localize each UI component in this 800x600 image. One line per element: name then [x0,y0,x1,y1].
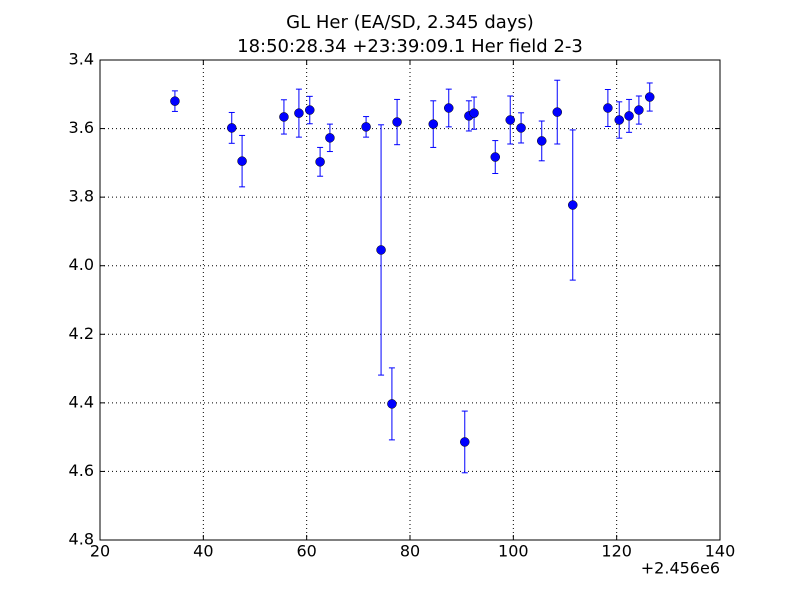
chart-subtitle: 18:50:28.34 +23:39:09.1 Her field 2-3 [237,36,583,57]
y-tick-label: 3.6 [69,118,94,137]
x-tick-label: 120 [601,542,632,561]
data-point [516,123,526,133]
data-point [614,115,624,125]
x-tick-label: 100 [498,542,529,561]
data-point [294,108,304,118]
y-tick-label: 4.2 [69,324,94,343]
x-tick-label: 20 [90,542,110,561]
y-tick-label: 4.8 [69,530,94,549]
data-point [170,96,180,106]
data-point [460,437,470,447]
data-point [315,157,325,167]
data-point [444,103,454,113]
x-tick-label: 60 [296,542,316,561]
data-point [490,152,500,162]
data-point [624,111,634,121]
x-tick-label: 40 [193,542,213,561]
data-point [279,112,289,122]
y-tick-label: 3.4 [69,50,94,69]
data-point [552,107,562,117]
data-point [644,92,655,102]
data-point [568,200,578,210]
x-tick-label: 140 [705,542,736,561]
data-point [361,122,371,132]
y-tick-label: 4.0 [69,255,94,274]
y-tick-label: 4.6 [69,461,94,480]
y-tick-label: 4.4 [69,392,94,411]
data-point [387,399,397,409]
data-point [325,133,335,143]
x-offset-label: +2.456e6 [641,559,720,578]
chart-title: GL Her (EA/SD, 2.345 days) [286,12,534,33]
data-point [392,117,402,127]
data-point [227,123,237,133]
data-point [603,103,613,113]
x-tick-label: 80 [400,542,420,561]
data-point [537,136,547,146]
data-point [505,115,515,125]
data-point [305,105,315,115]
plot-frame [99,59,721,541]
data-point [469,108,479,118]
data-point [428,119,438,129]
data-point [634,105,644,115]
y-tick-label: 3.8 [69,187,94,206]
data-point [237,156,247,166]
data-point [376,245,386,255]
